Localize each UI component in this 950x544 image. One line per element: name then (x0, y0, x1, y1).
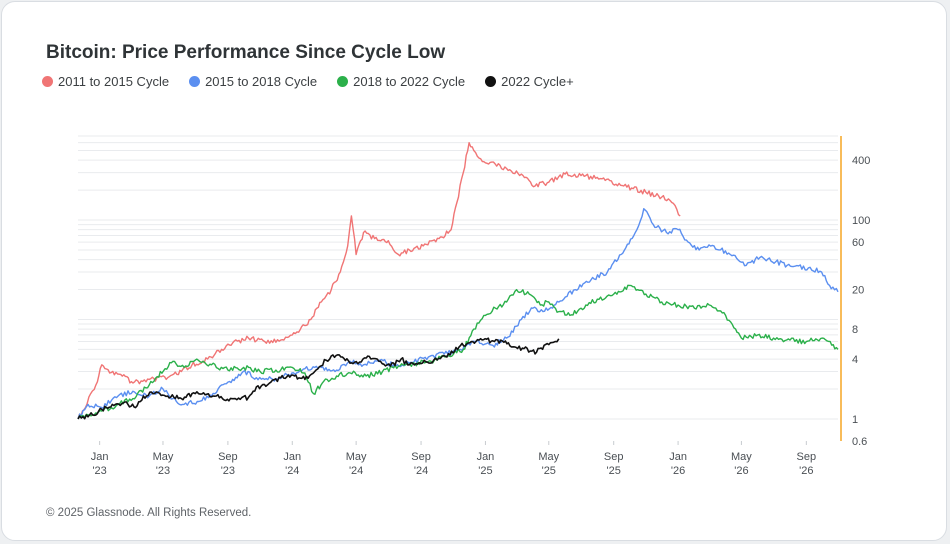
series-line-2011-to-2015-cycle (77, 142, 681, 420)
x-tick-label: Sep '26 (797, 451, 817, 477)
y-tick-label: 0.6 (852, 436, 867, 448)
series-line-2018-to-2022-cycle (77, 284, 839, 420)
y-tick-label: 20 (852, 285, 864, 297)
legend-label: 2011 to 2015 Cycle (58, 74, 170, 89)
x-tick-month: Sep (604, 451, 624, 463)
legend-item-2015-cycle[interactable]: 2015 to 2018 Cycle (189, 74, 317, 89)
y-tick-label: 60 (852, 237, 864, 249)
x-tick-year: '26 (734, 465, 748, 477)
y-tick-label: 8 (852, 324, 858, 336)
x-tick-year: '25 (607, 465, 621, 477)
x-tick-label: Jan '25 (477, 451, 495, 477)
x-tick-label: May '26 (731, 451, 752, 477)
x-tick-label: Jan '26 (669, 451, 687, 477)
x-tick-year: '23 (221, 465, 235, 477)
y-tick-label: 1 (852, 414, 858, 426)
y-tick-label: 400 (852, 155, 870, 167)
x-tick-label: May '23 (153, 451, 174, 477)
y-tick-label: 100 (852, 215, 870, 227)
x-tick-month: May (153, 451, 174, 463)
x-tick-month: May (538, 451, 559, 463)
x-tick-month: Sep (797, 451, 817, 463)
y-tick-label: 4 (852, 354, 858, 366)
x-tick-month: Sep (411, 451, 431, 463)
legend-item-2011-cycle[interactable]: 2011 to 2015 Cycle (42, 74, 169, 89)
legend-item-2018-cycle[interactable]: 2018 to 2022 Cycle (337, 74, 465, 89)
x-tick-label: Sep '24 (411, 451, 431, 477)
x-tick-year: '23 (92, 465, 106, 477)
x-tick-year: '23 (156, 465, 170, 477)
legend-label: 2022 Cycle+ (501, 74, 574, 89)
x-tick-year: '24 (414, 465, 428, 477)
x-tick-year: '24 (285, 465, 299, 477)
legend-label: 2018 to 2022 Cycle (353, 74, 466, 89)
chart-legend: 2011 to 2015 Cycle 2015 to 2018 Cycle 20… (42, 74, 574, 89)
series-line-2022-cycle (77, 337, 560, 420)
x-tick-label: May '24 (346, 451, 367, 477)
x-tick-month: Jan (669, 451, 687, 463)
copyright-footer: © 2025 Glassnode. All Rights Reserved. (46, 507, 252, 519)
chart-title: Bitcoin: Price Performance Since Cycle L… (46, 42, 446, 63)
x-tick-month: Sep (218, 451, 238, 463)
x-tick-label: Sep '23 (218, 451, 238, 477)
x-tick-label: Sep '25 (604, 451, 624, 477)
x-tick-year: '26 (671, 465, 685, 477)
x-tick-year: '25 (478, 465, 492, 477)
legend-swatch (42, 76, 53, 87)
x-tick-month: Jan (477, 451, 495, 463)
legend-item-2022-cycle[interactable]: 2022 Cycle+ (485, 74, 574, 89)
x-tick-year: '25 (542, 465, 556, 477)
x-tick-month: Jan (91, 451, 109, 463)
x-tick-year: '24 (349, 465, 363, 477)
x-tick-month: May (731, 451, 752, 463)
x-tick-label: May '25 (538, 451, 559, 477)
x-tick-month: May (346, 451, 367, 463)
x-tick-month: Jan (283, 451, 301, 463)
x-tick-label: Jan '24 (283, 451, 301, 477)
x-tick-year: '26 (799, 465, 813, 477)
legend-swatch (337, 76, 349, 87)
legend-label: 2015 to 2018 Cycle (205, 74, 318, 89)
legend-swatch (485, 76, 497, 87)
legend-swatch (189, 76, 201, 87)
x-tick-label: Jan '23 (91, 451, 109, 477)
